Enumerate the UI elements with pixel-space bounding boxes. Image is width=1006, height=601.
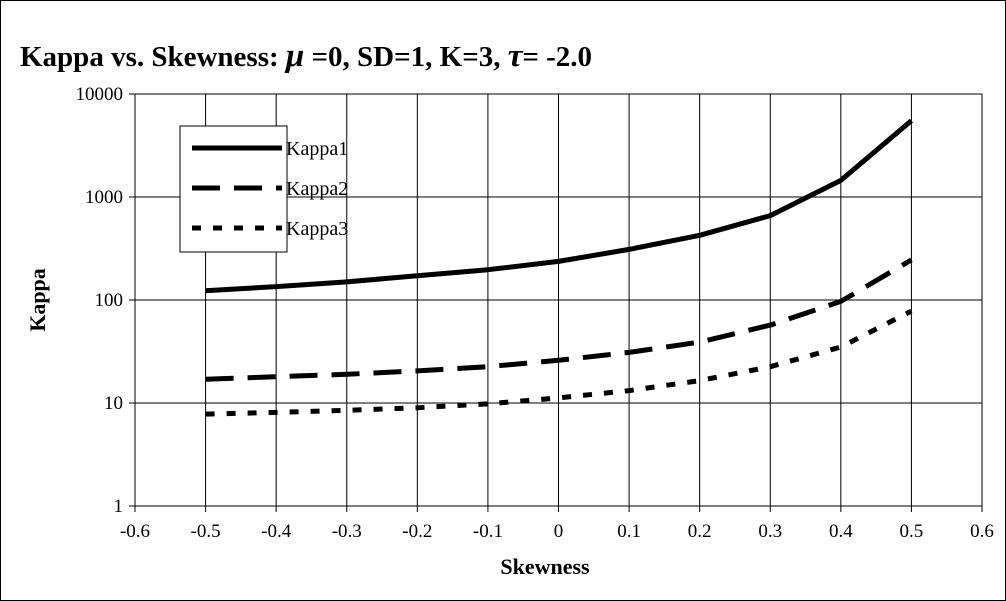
series-kappa1-line: [205, 118, 914, 294]
x-tick-label: -0.4: [261, 521, 292, 542]
y-axis-label: Kappa: [25, 268, 50, 332]
x-tick-label: -0.6: [120, 521, 150, 542]
x-tick-label: 0.6: [970, 521, 994, 542]
x-tick-label: 0.4: [829, 521, 853, 542]
x-tick-label: -0.2: [402, 521, 432, 542]
x-tick-label: 0.2: [688, 521, 712, 542]
title-tau-symbol: τ: [507, 38, 523, 74]
series-lines: [205, 118, 914, 417]
legend-label-kappa2: Kappa2: [286, 178, 348, 200]
y-tick-label: 10: [104, 393, 123, 414]
x-tick-label: 0.1: [617, 521, 641, 542]
tick-labels: -0.6 -0.5 -0.4 -0.3 -0.2 -0.1 0 0.1 0.2 0.3 0.4 0.5…: [76, 84, 994, 542]
title-suffix: = -2.0: [522, 41, 593, 73]
x-axis-label: Skewness: [500, 554, 590, 579]
series-kappa3-line: [205, 308, 913, 417]
x-tick-label: -0.1: [473, 521, 503, 542]
x-tick-label: 0.3: [758, 521, 782, 542]
x-tick-label: -0.3: [332, 521, 362, 542]
y-tick-label: 100: [95, 290, 124, 311]
x-tick-label: 0.5: [900, 521, 924, 542]
chart-title: Kappa vs. Skewness: μ =0, SD=1, K=3, τ= …: [20, 38, 592, 75]
legend: Kappa1 Kappa2 Kappa3: [179, 125, 348, 253]
y-tick-label: 1000: [85, 187, 123, 208]
y-tick-label: 10000: [76, 84, 124, 105]
y-tick-label: 1: [114, 496, 124, 517]
x-tick-label: -0.5: [191, 521, 221, 542]
axes: [129, 93, 983, 512]
x-tick-label: 0: [554, 521, 564, 542]
title-mu-symbol: μ: [285, 38, 305, 74]
title-mid: =0, SD=1, K=3,: [304, 41, 508, 73]
legend-label-kappa1: Kappa1: [286, 138, 348, 160]
legend-label-kappa3: Kappa3: [286, 218, 348, 240]
title-prefix: Kappa vs. Skewness:: [20, 41, 286, 73]
series-kappa2-line: [205, 257, 913, 382]
